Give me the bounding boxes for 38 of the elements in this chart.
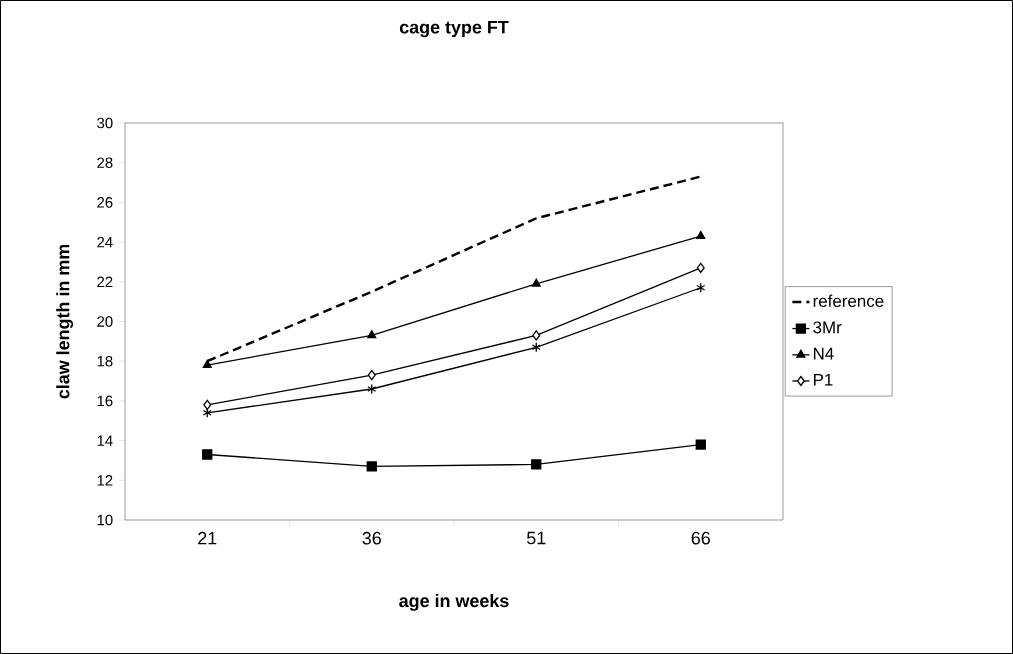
y-tick-label: 12 bbox=[97, 475, 113, 486]
x-tick-label: 51 bbox=[527, 531, 546, 545]
y-tick-label: 22 bbox=[97, 276, 113, 288]
point bbox=[367, 383, 377, 395]
point bbox=[696, 262, 705, 274]
x-tick-label: 66 bbox=[691, 531, 710, 545]
point bbox=[202, 407, 212, 418]
legend-label: reference bbox=[813, 294, 884, 308]
point bbox=[695, 439, 706, 450]
point bbox=[531, 278, 541, 287]
x-axis-title: age in weeks bbox=[399, 594, 509, 611]
y-tick-label: 14 bbox=[97, 435, 113, 446]
y-tick-label: 16 bbox=[97, 395, 113, 407]
legend-label: P1 bbox=[813, 373, 833, 386]
y-tick-label: 24 bbox=[97, 236, 113, 248]
legend-label: N4 bbox=[813, 347, 834, 360]
point bbox=[696, 230, 706, 240]
point bbox=[203, 399, 212, 411]
x-tick-label: 36 bbox=[362, 531, 381, 545]
point bbox=[366, 461, 377, 472]
point bbox=[202, 360, 212, 369]
point bbox=[367, 330, 377, 339]
legend-label: 3Mr bbox=[813, 321, 842, 334]
y-tick-label: 18 bbox=[97, 355, 113, 367]
y-tick-label: 20 bbox=[97, 316, 113, 327]
point bbox=[202, 449, 213, 460]
y-tick-label: 28 bbox=[97, 157, 113, 168]
y-tick-label: 26 bbox=[97, 197, 113, 208]
point bbox=[696, 282, 706, 293]
chart-title: cage type FT bbox=[399, 21, 509, 38]
point bbox=[531, 342, 541, 353]
point bbox=[367, 369, 376, 381]
point bbox=[531, 459, 542, 470]
y-tick-label: 10 bbox=[97, 514, 113, 526]
x-tick-label: 21 bbox=[198, 531, 217, 545]
point bbox=[532, 330, 541, 341]
y-tick-label: 30 bbox=[97, 117, 113, 129]
y-axis-title: claw length in mm bbox=[56, 244, 74, 399]
